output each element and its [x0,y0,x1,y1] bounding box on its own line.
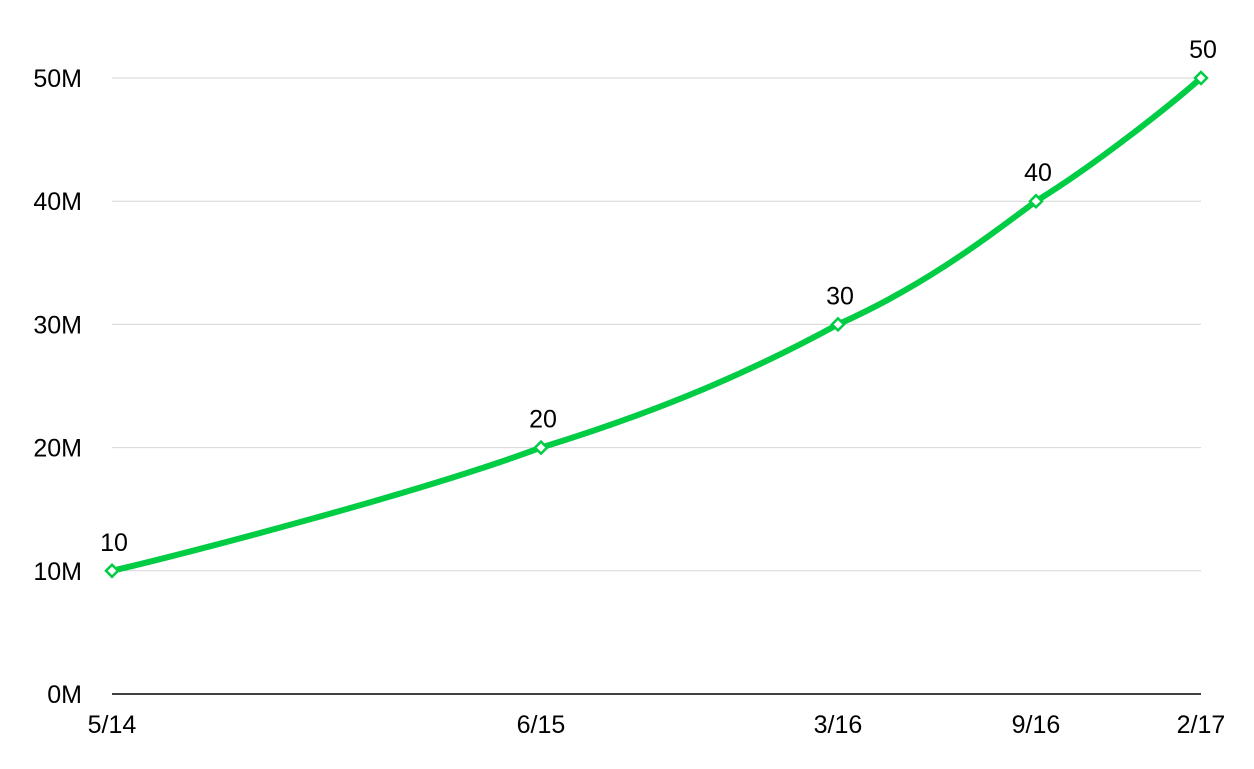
data-marker [1028,193,1044,209]
x-tick-label: 6/15 [517,711,566,739]
y-tick-label: 20M [33,435,82,463]
data-labels: 10 20 30 40 50 [100,36,1217,557]
y-tick-label: 0M [47,681,82,709]
x-tick-label: 3/16 [814,711,863,739]
x-axis-tick-labels: 5/14 6/15 3/16 9/16 2/17 [88,711,1226,739]
data-label: 10 [100,529,128,557]
y-tick-label: 50M [33,65,82,93]
data-label: 40 [1024,159,1052,187]
x-tick-label: 9/16 [1012,711,1061,739]
data-marker [104,563,120,579]
y-tick-label: 10M [33,558,82,586]
data-label: 20 [529,406,557,434]
data-marker [830,316,846,333]
x-tick-label: 2/17 [1177,711,1226,739]
data-label: 30 [826,282,854,310]
y-tick-label: 30M [33,311,82,339]
y-axis-tick-labels: 0M 10M 20M 30M 40M 50M [33,65,82,709]
data-markers [104,70,1209,579]
gridlines [112,77,1201,572]
data-label: 50 [1189,36,1217,64]
series-line [109,75,1204,574]
data-marker [1193,70,1209,86]
y-tick-label: 40M [33,188,82,216]
data-marker [533,439,549,456]
x-tick-label: 5/14 [88,711,137,739]
